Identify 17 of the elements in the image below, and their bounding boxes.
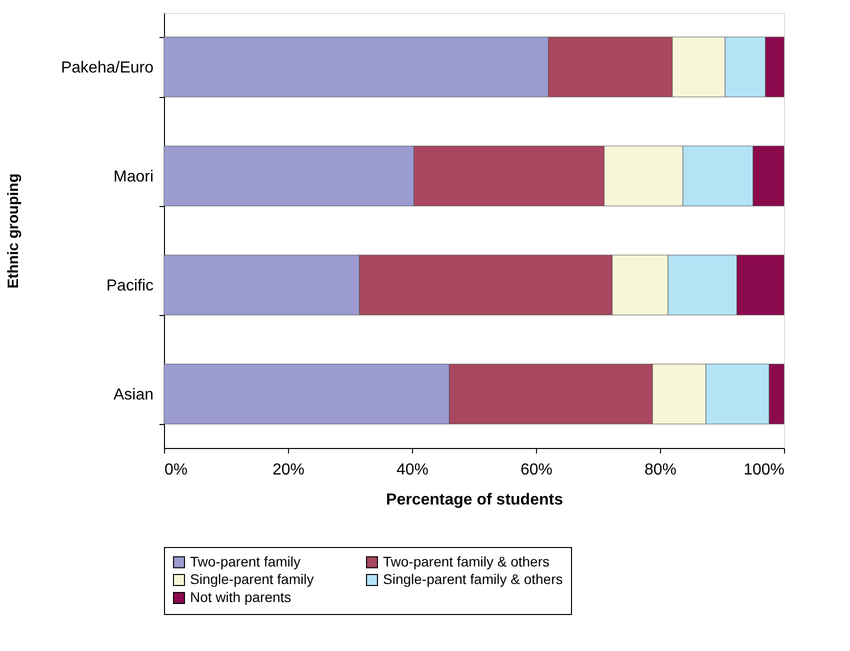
y-tick-label: Maori	[113, 168, 154, 186]
legend-label: Single-parent family & others	[383, 571, 563, 587]
y-axis-title: Ethnic grouping	[4, 174, 22, 288]
x-tick-label: 40%	[396, 462, 429, 478]
legend-label: Single-parent family	[190, 571, 314, 587]
legend-label: Two-parent family	[190, 553, 300, 570]
x-tick-label: 100%	[744, 462, 784, 478]
legend-label: Two-parent family & others	[383, 553, 550, 570]
y-tick-label: Pacific	[106, 278, 154, 295]
y-tick-label: Asian	[113, 386, 154, 404]
legend-label: Not with parents	[190, 589, 292, 605]
x-tick-label: 0%	[164, 462, 188, 478]
y-tick-label: Pakeha/Euro	[60, 59, 154, 76]
x-tick-label: 20%	[272, 462, 305, 478]
x-tick-label: 80%	[644, 462, 677, 478]
x-axis-title: Percentage of students	[386, 492, 564, 508]
x-tick-label: 60%	[520, 462, 553, 478]
